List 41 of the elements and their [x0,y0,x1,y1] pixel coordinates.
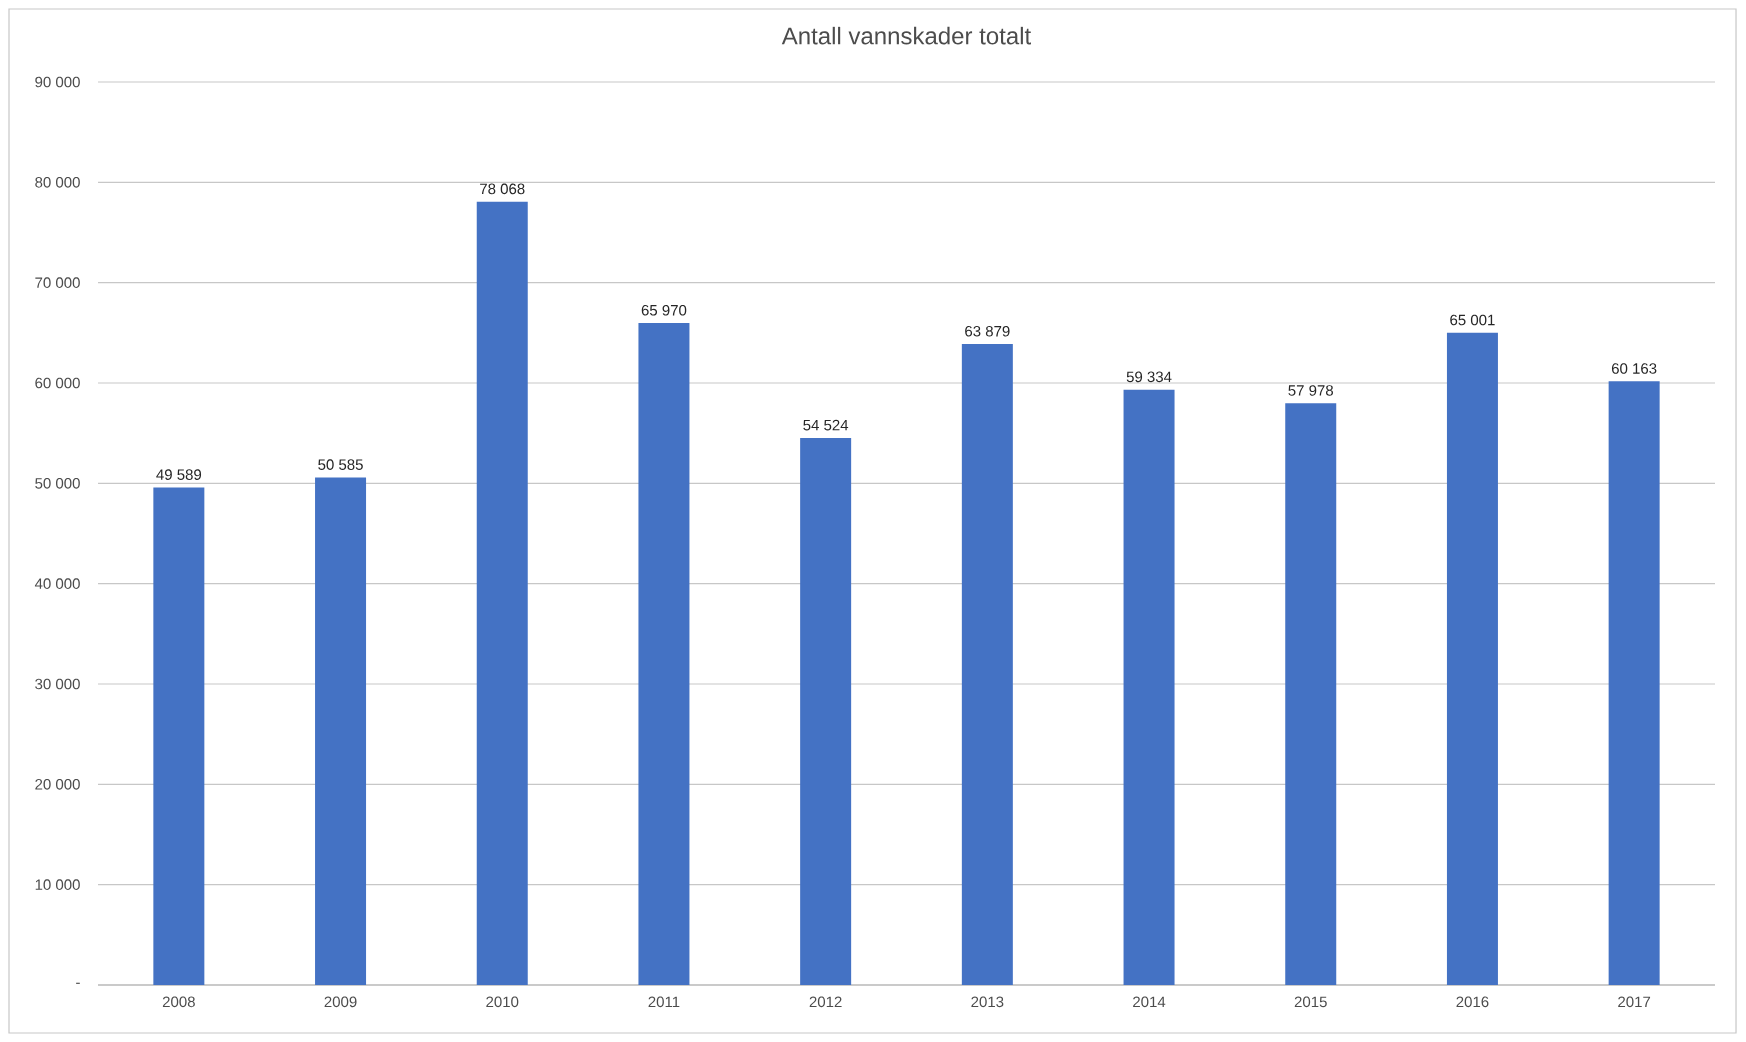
y-tick-label: 80 000 [35,177,80,188]
x-tick-label: 2017 [1618,996,1651,1008]
x-tick-label: 2008 [162,996,195,1008]
x-tick-label: 2013 [971,996,1004,1008]
chart-title: Antall vannskader totalt [781,26,1032,45]
x-tick-label: 2012 [809,996,842,1008]
data-label: 65 970 [641,304,687,316]
data-label: 54 524 [803,419,849,431]
data-label: 60 163 [1611,363,1657,374]
data-label: 78 068 [480,183,525,195]
data-label: 63 879 [965,325,1010,337]
bar [1285,403,1337,985]
y-tick-label: 20 000 [35,779,80,790]
data-label: 50 585 [318,459,363,470]
y-tick-label: 30 000 [35,678,80,690]
y-tick-label: 40 000 [34,578,80,589]
bar [153,487,205,985]
x-tick-label: 2016 [1456,996,1489,1008]
bar [800,437,852,985]
x-tick-label: 2015 [1294,996,1327,1008]
x-tick-label: 2010 [486,996,519,1008]
x-tick-label: 2014 [1133,996,1166,1008]
y-tick-label: 90 000 [35,76,80,88]
data-label: 65 001 [1450,314,1495,326]
bar [1446,332,1498,985]
y-tick-label: - [76,982,80,984]
data-label: 49 589 [156,469,202,480]
bar [1608,381,1660,985]
y-tick-label: 70 000 [35,277,80,288]
x-tick-label: 2011 [648,996,680,1008]
bar [1123,389,1175,985]
y-tick-label: 10 000 [35,879,80,890]
y-tick-label: 50 000 [35,478,80,489]
data-label: 57 978 [1288,385,1333,396]
bar [476,201,528,985]
bar [315,477,367,985]
bar [638,323,690,985]
bar [961,344,1013,985]
x-tick-label: 2009 [324,996,357,1008]
data-label: 59 334 [1126,371,1172,383]
y-tick-label: 60 000 [35,377,80,389]
